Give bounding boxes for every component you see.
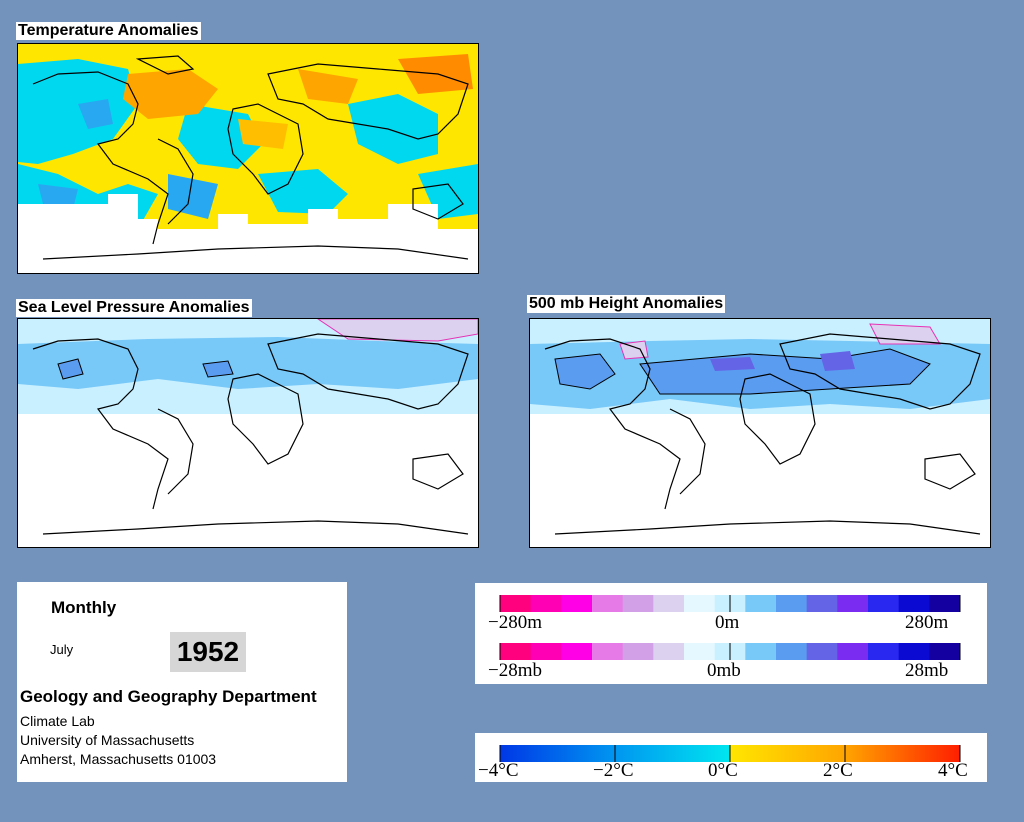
slp-anomaly-fill: [18, 319, 478, 414]
pressure-max-label: 28mb: [905, 660, 949, 681]
pressure-colorbar-swatch: [929, 643, 961, 660]
pressure-colorbar-swatch: [837, 643, 869, 660]
height500-map-title: 500 mb Height Anomalies: [527, 295, 726, 313]
month-label: July: [50, 642, 74, 657]
height-pressure-colorbars: [499, 595, 961, 660]
info-panel: Monthly July 1952 Geology and Geography …: [17, 582, 347, 782]
temperature-legend: −4°C −2°C 0°C 2°C 4°C: [475, 733, 987, 782]
slp-anomaly-map: [17, 318, 479, 548]
height-colorbar-swatch: [837, 595, 869, 612]
temperature-map-canvas: [18, 44, 478, 273]
height500-coastlines: [544, 333, 981, 535]
pressure-colorbar-swatch: [684, 643, 716, 660]
height-colorbar: [499, 595, 961, 612]
pressure-mid-label: 0mb: [707, 660, 741, 681]
height500-anomaly-map: [529, 318, 991, 548]
height500-anomaly-fill: [530, 319, 990, 414]
height-pressure-legend: −280m 0m 280m −28mb 0mb 28mb: [475, 583, 987, 684]
slp-map-title: Sea Level Pressure Anomalies: [16, 299, 252, 317]
pressure-colorbar-swatch: [868, 643, 900, 660]
pressure-colorbar: [499, 643, 961, 660]
temperature-map-title: Temperature Anomalies: [16, 22, 201, 40]
height500-map-canvas: [530, 319, 990, 547]
temperature-tick-label: −2°C: [593, 760, 634, 781]
temperature-coastlines: [32, 55, 469, 260]
temperature-tick-label: 2°C: [823, 760, 853, 781]
temperature-anomaly-map: [17, 43, 479, 274]
year-display: 1952: [170, 632, 246, 672]
height-colorbar-swatch: [776, 595, 808, 612]
temperature-tick-label: 4°C: [938, 760, 968, 781]
lab-name: Climate Lab: [20, 713, 95, 729]
pressure-colorbar-swatch: [500, 643, 532, 660]
slp-map-canvas: [18, 319, 478, 547]
pressure-colorbar-swatch: [653, 643, 685, 660]
pressure-colorbar-swatch: [806, 643, 838, 660]
pressure-colorbar-swatch: [622, 643, 654, 660]
height-colorbar-swatch: [530, 595, 562, 612]
slp-coastlines: [32, 333, 469, 535]
temperature-tick-label: −4°C: [478, 760, 519, 781]
university-name: University of Massachusetts: [20, 732, 195, 748]
pressure-colorbar-swatch: [592, 643, 624, 660]
height-min-label: −280m: [488, 612, 542, 633]
department-name: Geology and Geography Department: [20, 687, 317, 706]
height-colorbar-swatch: [929, 595, 961, 612]
temperature-no-data-area: [18, 194, 478, 273]
address-line: Amherst, Massachusetts 01003: [20, 751, 217, 767]
temperature-colorbar-ticks: [499, 745, 961, 762]
height-colorbar-swatch: [684, 595, 716, 612]
height-colorbar-swatch: [622, 595, 654, 612]
height-colorbar-swatch: [868, 595, 900, 612]
pressure-min-label: −28mb: [488, 660, 542, 681]
temperature-colorbar-canvas: [499, 745, 961, 762]
height-colorbar-swatch: [561, 595, 593, 612]
height-colorbar-swatch: [745, 595, 777, 612]
height-max-label: 280m: [905, 612, 949, 633]
pressure-colorbar-swatch: [530, 643, 562, 660]
pressure-colorbar-swatch: [776, 643, 808, 660]
temperature-tick-label: 0°C: [708, 760, 738, 781]
pressure-colorbar-swatch: [898, 643, 930, 660]
period-label: Monthly: [51, 598, 117, 617]
height-colorbar-swatch: [806, 595, 838, 612]
pressure-colorbar-swatch: [561, 643, 593, 660]
height-mid-label: 0m: [715, 612, 740, 633]
height-colorbar-swatch: [500, 595, 532, 612]
height-colorbar-swatch: [898, 595, 930, 612]
pressure-colorbar-swatch: [745, 643, 777, 660]
height-colorbar-swatch: [592, 595, 624, 612]
height-colorbar-swatch: [653, 595, 685, 612]
